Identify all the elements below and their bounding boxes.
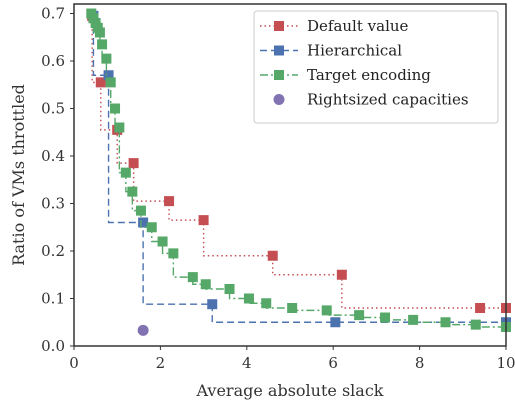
data-point: [475, 303, 486, 313]
data-point: [287, 303, 298, 313]
data-point: [128, 158, 139, 169]
legend-entry: Default value: [260, 17, 409, 35]
data-point: [101, 53, 112, 64]
data-point: [408, 314, 419, 325]
legend-label: Hierarchical: [307, 42, 402, 60]
x-tick-label: 0: [69, 354, 79, 372]
data-point: [470, 319, 481, 330]
series-layer: [86, 8, 511, 336]
data-point: [380, 312, 391, 323]
legend: Default value Hierarchical Target encoding…: [253, 10, 499, 124]
x-tick-label: 6: [328, 354, 338, 372]
y-tick-label: 0.1: [41, 290, 65, 308]
legend-label: Target encoding: [307, 66, 431, 84]
legend-marker: [274, 21, 284, 31]
data-point: [164, 196, 175, 207]
y-tick-label: 0.5: [41, 100, 65, 118]
data-point: [330, 317, 341, 328]
legend-marker: [274, 45, 284, 56]
data-point: [127, 186, 138, 197]
data-point: [146, 222, 157, 233]
x-tick-label: 10: [496, 354, 515, 372]
data-point: [267, 250, 278, 261]
y-tick-label: 0.3: [41, 195, 65, 213]
data-point: [336, 269, 347, 280]
data-point: [207, 299, 218, 310]
data-point: [95, 77, 106, 88]
y-axis-label: Ratio of VMs throttled: [9, 84, 28, 266]
y-tick-label: 0.0: [41, 337, 65, 355]
data-point: [243, 293, 254, 304]
data-point: [120, 167, 131, 178]
legend-label: Default value: [307, 17, 409, 35]
data-point: [354, 310, 365, 321]
x-tick-label: 8: [415, 354, 425, 372]
axes-layer: 0 2 4 6 8 10 0.0 0.1 0.2 0.3 0.4 0.5 0.6 0.7: [41, 5, 515, 373]
data-point: [114, 122, 125, 133]
legend-entry: Rightsized capacities: [273, 91, 469, 109]
series-3: [86, 8, 511, 332]
legend-marker: [274, 70, 284, 80]
data-point: [110, 103, 121, 114]
data-point: [187, 272, 198, 283]
y-tick-label: 0.6: [41, 52, 65, 70]
plot-frame: [73, 3, 507, 347]
legend-frame: [253, 10, 499, 124]
data-point: [224, 284, 235, 294]
data-point: [321, 305, 332, 316]
x-tick-label: 2: [156, 354, 166, 372]
data-point: [138, 217, 149, 228]
data-point: [200, 279, 211, 290]
data-point: [94, 27, 105, 38]
y-tick-label: 0.2: [41, 242, 65, 260]
data-point: [137, 324, 149, 336]
series-line: [91, 15, 506, 309]
legend-entry: Target encoding: [260, 66, 431, 84]
data-point: [261, 298, 272, 309]
data-point: [157, 236, 168, 247]
legend-entry: Hierarchical: [260, 42, 402, 60]
data-point: [135, 205, 146, 216]
data-point: [440, 317, 451, 328]
data-point: [168, 248, 179, 259]
x-axis-label: Average absolute slack: [196, 381, 384, 400]
data-point: [198, 215, 209, 226]
x-tick-label: 4: [242, 354, 252, 372]
series-4: [137, 324, 149, 336]
legend-marker: [273, 94, 285, 105]
y-tick-label: 0.4: [41, 147, 65, 165]
legend-label: Rightsized capacities: [307, 91, 469, 109]
data-point: [97, 39, 108, 50]
data-point: [105, 77, 116, 88]
series-line: [92, 15, 506, 323]
y-tick-label: 0.7: [41, 5, 65, 23]
data-point: [103, 70, 114, 81]
